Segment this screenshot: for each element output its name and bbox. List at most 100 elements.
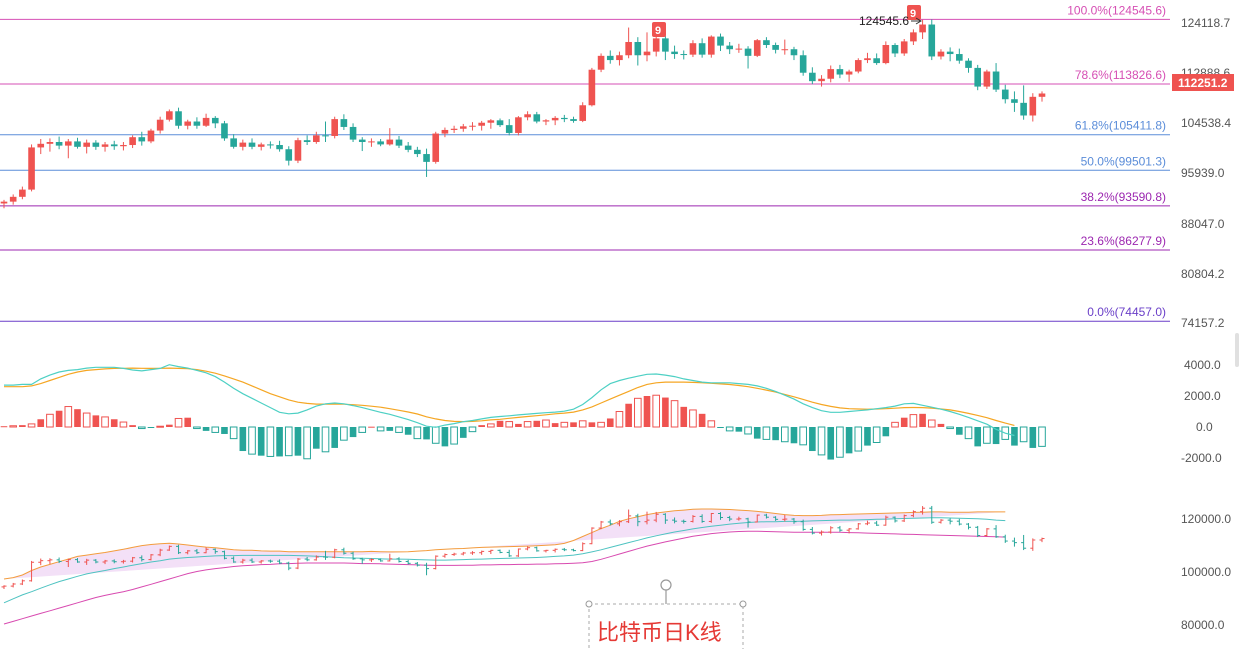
candle-body	[175, 111, 182, 126]
candle-body	[799, 55, 807, 73]
macd-histogram-bar	[762, 426, 771, 440]
candle-body	[1020, 102, 1027, 116]
macd-histogram-bar	[46, 413, 54, 428]
macd-histogram-bar	[836, 426, 844, 458]
macd-histogram-bar	[431, 426, 440, 444]
macd-dif-line	[4, 364, 1015, 437]
candle-body	[9, 196, 17, 202]
macd-histogram-bar	[680, 406, 688, 427]
candle-body	[101, 144, 109, 147]
macd-histogram-bar	[166, 424, 173, 427]
td-marker: 9	[652, 22, 666, 37]
macd-histogram-bar	[358, 426, 367, 433]
macd-histogram-bar	[147, 427, 155, 428]
macd-histogram-bar	[523, 421, 532, 428]
macd-histogram-bar	[211, 426, 220, 433]
candle-body	[708, 36, 715, 55]
watermark-callout: 比特币日K线	[585, 579, 747, 653]
macd-histogram-bar	[1019, 426, 1028, 443]
macd-histogram-bar	[964, 426, 973, 440]
candle-body	[680, 54, 688, 56]
macd-histogram-bar	[643, 396, 651, 427]
macd-histogram-bar	[284, 426, 293, 457]
macd-histogram-bar	[845, 427, 853, 454]
macd-histogram-bar	[129, 425, 136, 427]
macd-histogram-bar	[92, 415, 100, 427]
candle-body	[257, 144, 265, 147]
macd-histogram-bar	[174, 417, 183, 428]
macd-histogram-bar	[101, 416, 109, 428]
candle-body	[744, 48, 752, 56]
macd-histogram-bar	[349, 427, 357, 438]
candle-body	[110, 144, 118, 147]
macd-axis-tick: 4000.0	[1184, 358, 1221, 372]
macd-histogram-bar	[515, 423, 522, 427]
macd-histogram-bar	[313, 427, 320, 449]
candle-body	[322, 135, 329, 137]
macd-histogram-bar	[376, 426, 385, 432]
candle-body	[441, 129, 449, 134]
candle-body	[652, 38, 660, 52]
macd-histogram-bar	[395, 426, 403, 433]
candle-body	[478, 122, 485, 126]
macd-histogram-bar	[707, 420, 716, 428]
macd-dea-line	[4, 367, 1015, 426]
candle-body	[313, 135, 320, 143]
candle-body	[533, 114, 541, 122]
macd-histogram-bar	[689, 409, 697, 428]
candle-body	[166, 111, 173, 120]
candle-body	[643, 51, 651, 56]
macd-histogram-bar	[478, 425, 485, 427]
macd-histogram-bar	[872, 426, 881, 443]
candle-body	[772, 45, 779, 50]
macd-histogram-bar	[744, 426, 752, 435]
candle-body	[349, 126, 357, 140]
candle-body	[983, 71, 991, 87]
fib-label: 100.0%(124545.6)	[1067, 3, 1166, 17]
candle-body	[138, 137, 146, 142]
candle-body	[634, 41, 642, 56]
macd-histogram-bar	[239, 427, 247, 452]
candle-body	[386, 139, 394, 145]
boll-axis-tick: 120000.0	[1181, 512, 1231, 526]
candle-body	[156, 119, 164, 131]
macd-histogram-bar	[542, 419, 550, 428]
macd-histogram-bar	[790, 427, 798, 444]
candle-body	[267, 144, 274, 146]
macd-histogram-bar	[662, 397, 669, 427]
candle-body	[211, 117, 219, 124]
macd-histogram-bar	[248, 426, 256, 455]
peak-annotation: 124545.6	[859, 14, 922, 28]
macd-histogram-bar	[184, 417, 192, 427]
candle-body	[450, 128, 458, 130]
candle-body	[358, 139, 366, 143]
macd-histogram-bar	[303, 426, 311, 460]
macd-histogram-bar	[0, 426, 8, 428]
fib-label: 23.6%(86277.9)	[1081, 234, 1166, 248]
macd-histogram-bar	[725, 426, 734, 432]
candle-body	[414, 149, 421, 155]
candle-body	[735, 48, 743, 50]
candle-body	[46, 142, 54, 144]
current-price-tag[interactable]: 112251.2	[1172, 74, 1234, 91]
candle-body	[864, 58, 871, 61]
macd-axis-tick: 2000.0	[1184, 389, 1221, 403]
candle-body	[404, 145, 412, 150]
fib-label: 0.0%(74457.0)	[1087, 305, 1166, 319]
macd-histogram-bar	[809, 427, 816, 452]
td-marker-label: 9	[910, 8, 916, 20]
candle-body	[671, 51, 678, 55]
candle-body	[37, 143, 45, 148]
candle-body	[340, 119, 348, 127]
candle-body	[753, 40, 761, 56]
candle-body	[965, 60, 972, 68]
candle-body	[524, 114, 531, 118]
candle-body	[239, 142, 247, 147]
macd-histogram-bar	[1038, 426, 1046, 447]
macd-histogram-bar	[854, 426, 863, 452]
candle-body	[873, 58, 880, 64]
main-axis-tick: 74157.2	[1181, 316, 1225, 330]
scroll-handle[interactable]	[1235, 333, 1239, 367]
td-marker-label: 9	[655, 25, 661, 37]
